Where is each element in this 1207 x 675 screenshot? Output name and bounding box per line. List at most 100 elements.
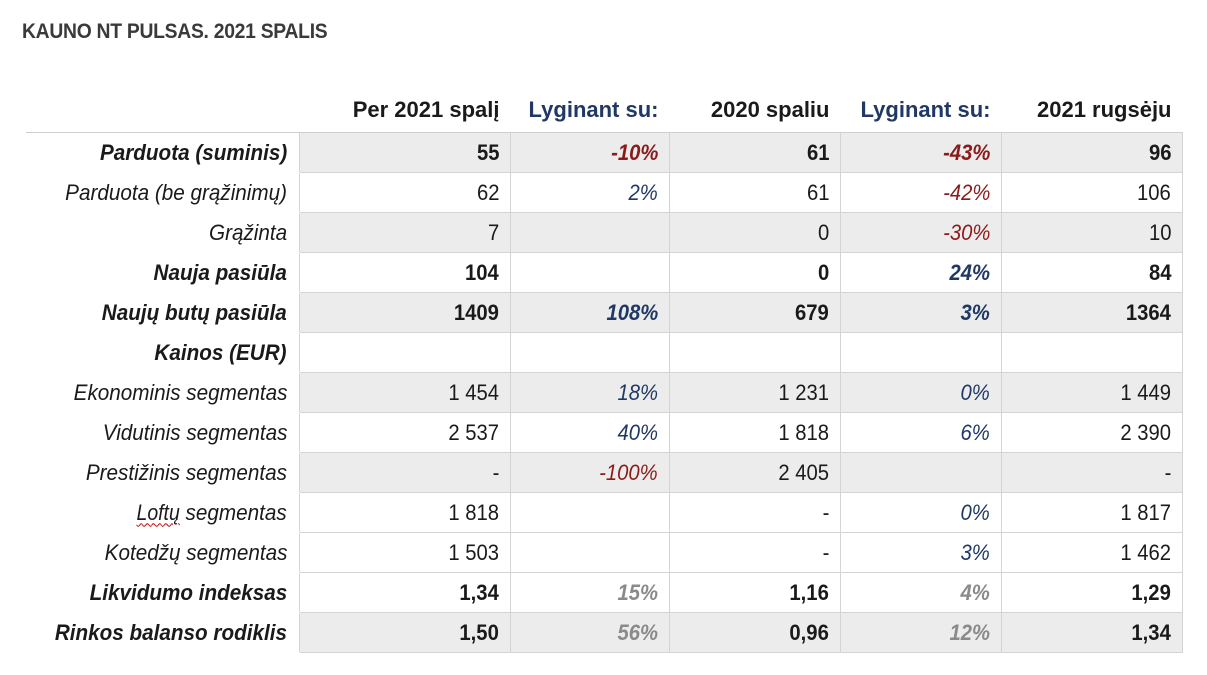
- value-cell: 679: [669, 292, 841, 333]
- change-cell: [510, 252, 670, 293]
- cell-value: 0%: [960, 499, 990, 525]
- row-label: Nauja pasiūla: [26, 252, 300, 293]
- change-cell: 2%: [510, 172, 670, 213]
- row-label: Prestižinis segmentas: [26, 452, 300, 493]
- row-label-text: Kotedžų segmentas: [104, 539, 287, 565]
- value-cell: 61: [669, 172, 841, 213]
- cell-value: 2%: [628, 179, 658, 205]
- cell-value: 12%: [949, 619, 990, 645]
- cell-value: 0%: [960, 379, 990, 405]
- table-row: Ekonominis segmentas 1 454 18% 1 231 0% 1 449: [26, 372, 1183, 413]
- cell-value: 56%: [617, 619, 658, 645]
- value-cell: -: [1001, 452, 1183, 493]
- value-cell: 61: [669, 132, 841, 173]
- cell-value: 61: [806, 179, 829, 205]
- header-prior-year: 2020 spaliu: [669, 88, 841, 133]
- table-row: Loftų segmentas 1 818 - 0% 1 817: [26, 492, 1183, 533]
- value-cell: 106: [1001, 172, 1183, 213]
- row-label: Kotedžų segmentas: [26, 532, 300, 573]
- market-pulse-table: Per 2021 spalį Lyginant su: 2020 spaliu …: [26, 88, 1183, 653]
- value-cell: 1 454: [299, 372, 511, 413]
- change-cell: 0%: [840, 492, 1002, 533]
- change-cell: 6%: [840, 412, 1002, 453]
- value-cell: -: [669, 492, 841, 533]
- value-cell: 10: [1001, 212, 1183, 253]
- value-cell: 1 231: [669, 372, 841, 413]
- row-label: Parduota (suminis): [26, 132, 300, 173]
- table-row: Grąžinta 7 0 -30% 10: [26, 212, 1183, 253]
- cell-value: 1 454: [448, 379, 499, 405]
- cell-value: 1,29: [1131, 579, 1171, 605]
- cell-value: 1 818: [448, 499, 499, 525]
- change-cell: -42%: [840, 172, 1002, 213]
- value-cell: 0: [669, 212, 841, 253]
- value-cell: 1,34: [299, 572, 511, 613]
- row-label-text: Parduota (be grąžinimų): [65, 179, 287, 205]
- value-cell: 96: [1001, 132, 1183, 173]
- row-label: Naujų butų pasiūla: [26, 292, 300, 333]
- change-cell: -30%: [840, 212, 1002, 253]
- value-cell: 55: [299, 132, 511, 173]
- value-cell: -: [299, 452, 511, 493]
- row-label: Grąžinta: [26, 212, 300, 253]
- cell-value: 1 462: [1120, 539, 1171, 565]
- cell-value: 15%: [617, 579, 658, 605]
- row-label: Loftų segmentas: [26, 492, 300, 533]
- cell-value: 2 405: [778, 459, 829, 485]
- cell-value: 1 449: [1120, 379, 1171, 405]
- header-compare-1: Lyginant su:: [510, 88, 670, 133]
- cell-value: 0,96: [789, 619, 829, 645]
- cell-value: -10%: [610, 139, 658, 165]
- value-cell: 0,96: [669, 612, 841, 653]
- change-cell: 56%: [510, 612, 670, 653]
- value-cell: 1364: [1001, 292, 1183, 333]
- cell-value: 24%: [949, 259, 990, 285]
- value-cell: 1 462: [1001, 532, 1183, 573]
- change-cell: -10%: [510, 132, 670, 173]
- table-row: Parduota (be grąžinimų) 62 2% 61 -42% 106: [26, 172, 1183, 213]
- value-cell: 0: [669, 252, 841, 293]
- cell-value: 7: [487, 219, 499, 245]
- table-row: Vidutinis segmentas 2 537 40% 1 818 6% 2 390: [26, 412, 1183, 453]
- page-title: KAUNO NT PULSAS. 2021 SPALIS: [22, 20, 328, 43]
- value-cell: -: [669, 532, 841, 573]
- value-cell: 1 817: [1001, 492, 1183, 533]
- change-cell: [510, 532, 670, 573]
- change-cell: 3%: [840, 532, 1002, 573]
- row-label-text: Kainos (EUR): [154, 339, 287, 365]
- row-label-text: Loftų segmentas: [136, 499, 287, 525]
- cell-value: 0: [817, 219, 829, 245]
- row-label: Likvidumo indeksas: [26, 572, 300, 613]
- cell-value: 1 817: [1120, 499, 1171, 525]
- cell-value: 3%: [960, 299, 990, 325]
- cell-value: 96: [1148, 139, 1171, 165]
- value-cell: [299, 332, 511, 373]
- table-header-row: Per 2021 spalį Lyginant su: 2020 spaliu …: [26, 88, 1183, 133]
- cell-value: 679: [795, 299, 829, 325]
- value-cell: 7: [299, 212, 511, 253]
- table-row: Nauja pasiūla 104 0 24% 84: [26, 252, 1183, 293]
- row-label-text: Vidutinis segmentas: [102, 419, 287, 445]
- value-cell: 1409: [299, 292, 511, 333]
- cell-value: 104: [465, 259, 499, 285]
- change-cell: [510, 212, 670, 253]
- table-row: Likvidumo indeksas 1,34 15% 1,16 4% 1,29: [26, 572, 1183, 613]
- cell-value: -: [492, 459, 499, 485]
- table-row: Parduota (suminis) 55 -10% 61 -43% 96: [26, 132, 1183, 173]
- cell-value: 1 231: [778, 379, 829, 405]
- row-label: Rinkos balanso rodiklis: [26, 612, 300, 653]
- cell-value: 1409: [453, 299, 499, 325]
- row-label: Kainos (EUR): [26, 332, 300, 373]
- cell-value: -: [822, 539, 829, 565]
- value-cell: 1,29: [1001, 572, 1183, 613]
- table-row: Naujų butų pasiūla 1409 108% 679 3% 1364: [26, 292, 1183, 333]
- header-current-month: Per 2021 spalį: [299, 88, 511, 133]
- change-cell: 24%: [840, 252, 1002, 293]
- change-cell: 108%: [510, 292, 670, 333]
- change-cell: 15%: [510, 572, 670, 613]
- value-cell: 1 818: [669, 412, 841, 453]
- cell-value: -: [1164, 459, 1171, 485]
- change-cell: 0%: [840, 372, 1002, 413]
- header-prior-month: 2021 rugsėju: [1001, 88, 1183, 133]
- header-compare-2: Lyginant su:: [840, 88, 1002, 133]
